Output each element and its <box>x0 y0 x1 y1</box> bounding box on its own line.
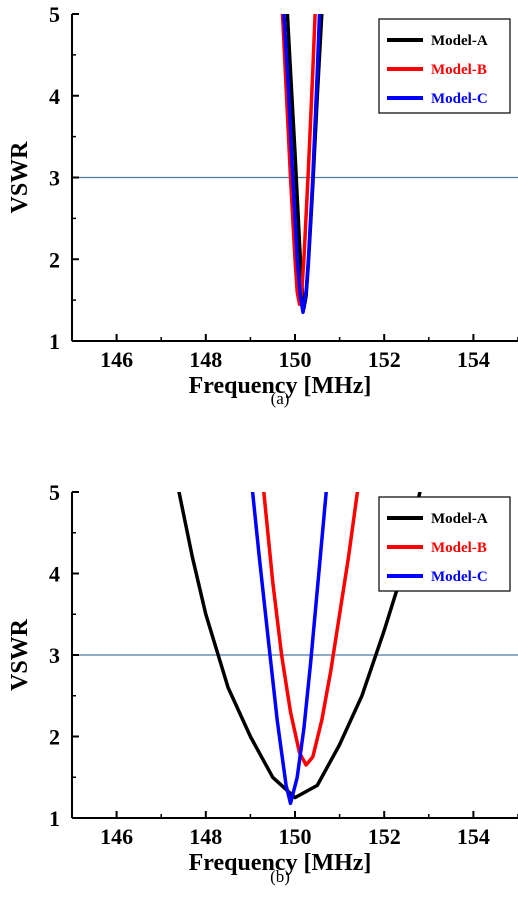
x-tick-label: 154 <box>457 824 490 849</box>
x-tick-label: 148 <box>189 347 222 372</box>
x-tick-label: 146 <box>100 347 133 372</box>
chart-panel-a: 146 148 150 152 154 1 2 3 4 5 Frequency [MHz] VSWR M… <box>7 2 518 408</box>
series-group <box>280 14 324 315</box>
x-tick-label: 150 <box>279 347 312 372</box>
legend-label: Model-B <box>431 540 487 556</box>
x-tick-label: 152 <box>368 824 401 849</box>
y-tick-label: 1 <box>49 806 60 831</box>
y-axis-title: VSWR <box>7 141 33 214</box>
x-axis-title: Frequency [MHz] <box>189 850 372 876</box>
y-tick-label: 5 <box>49 480 60 505</box>
series-line-model-c <box>250 492 328 806</box>
y-axis-title: VSWR <box>7 618 33 691</box>
series-line-model-b <box>262 492 360 767</box>
legend-label: Model-A <box>431 33 488 49</box>
x-tick-label: 152 <box>368 347 401 372</box>
legend: Model-A Model-B Model-C <box>378 18 511 114</box>
y-tick-label: 4 <box>49 562 60 587</box>
y-tick-label: 3 <box>49 643 60 668</box>
y-tick-label: 3 <box>49 166 60 191</box>
legend-label: Model-C <box>431 569 488 585</box>
legend-label: Model-C <box>431 91 488 107</box>
legend-label: Model-B <box>431 62 487 78</box>
y-tick-label: 1 <box>49 329 60 354</box>
x-tick-label: 146 <box>100 824 133 849</box>
series-group <box>177 492 422 806</box>
y-tick-label: 5 <box>49 2 60 27</box>
series-line-model-b <box>280 14 317 306</box>
y-tick-label: 2 <box>49 725 60 750</box>
x-tick-label: 148 <box>189 824 222 849</box>
chart-panel-b: 146 148 150 152 154 1 2 3 4 5 Frequency [MHz] VSWR M… <box>7 480 518 886</box>
x-tick-label: 150 <box>279 824 312 849</box>
x-tick-label: 154 <box>457 347 490 372</box>
y-tick-label: 2 <box>49 247 60 272</box>
series-line-model-a <box>177 492 422 800</box>
panel-caption: (b) <box>270 867 290 886</box>
x-axis-title: Frequency [MHz] <box>189 373 372 399</box>
panel-caption: (a) <box>271 389 290 408</box>
legend-label: Model-A <box>431 511 488 527</box>
series-line-model-c <box>282 14 322 315</box>
y-tick-label: 4 <box>49 84 60 109</box>
legend: Model-A Model-B Model-C <box>378 496 511 592</box>
